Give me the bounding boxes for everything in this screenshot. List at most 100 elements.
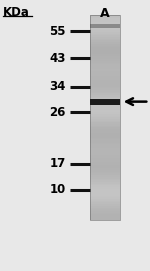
- Bar: [90, 34, 120, 36]
- Bar: [90, 139, 120, 141]
- Bar: [90, 185, 120, 187]
- Bar: [90, 206, 120, 208]
- Bar: [90, 204, 120, 206]
- Bar: [90, 18, 120, 20]
- Bar: [90, 208, 120, 209]
- Bar: [90, 56, 120, 57]
- Text: KDa: KDa: [3, 6, 30, 19]
- Bar: [90, 30, 120, 32]
- Bar: [90, 167, 120, 168]
- Bar: [90, 59, 120, 61]
- Bar: [90, 64, 120, 66]
- Bar: [90, 36, 120, 37]
- Bar: [90, 98, 120, 100]
- Text: 34: 34: [50, 80, 66, 93]
- Bar: [90, 213, 120, 214]
- Bar: [90, 158, 120, 160]
- Bar: [90, 81, 120, 83]
- Bar: [90, 129, 120, 131]
- Bar: [90, 78, 120, 80]
- Bar: [90, 97, 120, 98]
- Bar: [90, 37, 120, 39]
- Text: A: A: [100, 7, 110, 20]
- Bar: [90, 153, 120, 155]
- Bar: [90, 46, 120, 47]
- Bar: [90, 155, 120, 156]
- Bar: [90, 42, 120, 44]
- Bar: [90, 162, 120, 163]
- Bar: [90, 156, 120, 158]
- Bar: [90, 73, 120, 75]
- Bar: [90, 201, 120, 202]
- Bar: [90, 133, 120, 134]
- Bar: [90, 146, 120, 148]
- Bar: [90, 71, 120, 73]
- Bar: [90, 27, 120, 28]
- Bar: [90, 180, 120, 182]
- Bar: [90, 90, 120, 92]
- Bar: [90, 150, 120, 151]
- Bar: [90, 115, 120, 117]
- Bar: [90, 218, 120, 220]
- Bar: [90, 109, 120, 110]
- Bar: [90, 214, 120, 216]
- Bar: [90, 209, 120, 211]
- Bar: [90, 75, 120, 76]
- Bar: [90, 23, 120, 25]
- Bar: [90, 24, 120, 28]
- Bar: [90, 151, 120, 153]
- Bar: [90, 163, 120, 165]
- Bar: [90, 127, 120, 129]
- Bar: [90, 184, 120, 185]
- Text: 10: 10: [50, 183, 66, 196]
- Bar: [90, 15, 120, 220]
- Bar: [90, 170, 120, 172]
- Bar: [90, 179, 120, 180]
- Bar: [90, 95, 120, 97]
- Bar: [90, 192, 120, 194]
- Bar: [90, 63, 120, 64]
- Bar: [90, 194, 120, 196]
- Bar: [90, 93, 120, 95]
- Bar: [90, 68, 120, 69]
- Bar: [90, 25, 120, 27]
- Bar: [90, 141, 120, 143]
- Text: 26: 26: [50, 106, 66, 119]
- Bar: [90, 144, 120, 146]
- Bar: [90, 196, 120, 197]
- Bar: [90, 216, 120, 218]
- Bar: [90, 44, 120, 46]
- Bar: [90, 175, 120, 177]
- Bar: [90, 51, 120, 52]
- Bar: [90, 131, 120, 133]
- Bar: [90, 47, 120, 49]
- Bar: [90, 134, 120, 136]
- Bar: [90, 57, 120, 59]
- Bar: [90, 177, 120, 179]
- Bar: [90, 187, 120, 189]
- Bar: [90, 136, 120, 138]
- Bar: [90, 110, 120, 112]
- Bar: [90, 124, 120, 126]
- Bar: [90, 52, 120, 54]
- Bar: [90, 15, 120, 17]
- Bar: [90, 40, 120, 42]
- Bar: [90, 66, 120, 68]
- Bar: [90, 143, 120, 144]
- Bar: [90, 165, 120, 167]
- Bar: [90, 88, 120, 90]
- Bar: [90, 83, 120, 85]
- Bar: [90, 102, 120, 104]
- Bar: [90, 107, 120, 109]
- Bar: [90, 28, 120, 30]
- Bar: [90, 39, 120, 40]
- Bar: [90, 49, 120, 51]
- Bar: [90, 54, 120, 56]
- Bar: [90, 172, 120, 173]
- Bar: [90, 160, 120, 162]
- Bar: [90, 202, 120, 204]
- Bar: [90, 76, 120, 78]
- Text: 55: 55: [50, 25, 66, 38]
- Bar: [90, 22, 120, 23]
- Bar: [90, 148, 120, 150]
